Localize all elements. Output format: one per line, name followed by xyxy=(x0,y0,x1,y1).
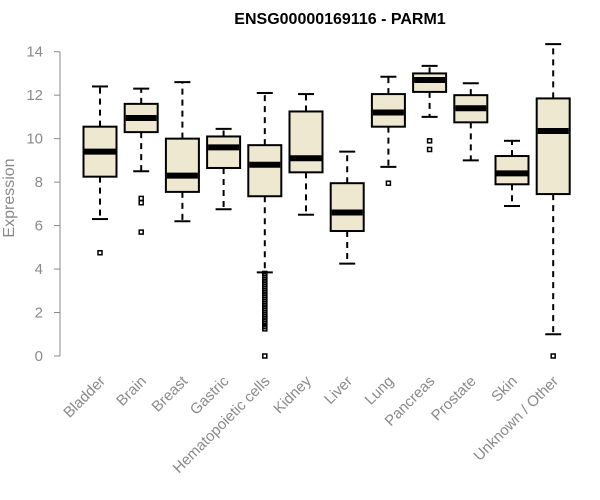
outlier-point xyxy=(97,250,103,256)
box-group xyxy=(453,82,489,162)
y-tick-label: 0 xyxy=(35,348,43,365)
box-group xyxy=(412,64,448,153)
box-group xyxy=(123,87,159,235)
outlier-point xyxy=(385,180,392,186)
box-group xyxy=(206,127,242,211)
box-group xyxy=(164,81,200,223)
outlier-point xyxy=(138,200,144,206)
x-tick-label: Liver xyxy=(321,373,356,408)
iqr-box xyxy=(288,110,324,174)
iqr-box xyxy=(247,144,283,198)
x-tick-label: Breast xyxy=(149,372,192,415)
iqr-box xyxy=(206,135,242,169)
box-group xyxy=(288,93,324,216)
y-tick-label: 2 xyxy=(35,305,43,322)
y-tick-label: 10 xyxy=(26,131,43,148)
outlier-point xyxy=(138,229,144,235)
outlier-point xyxy=(426,138,433,144)
outlier-point xyxy=(426,146,433,153)
outlier-point xyxy=(262,353,268,359)
x-tick-label: Lung xyxy=(362,373,398,409)
iqr-box xyxy=(535,97,571,196)
x-tick-label: Prostate xyxy=(428,373,480,425)
iqr-box xyxy=(164,137,200,193)
iqr-box xyxy=(329,182,365,233)
box-group xyxy=(82,85,118,256)
outlier-point xyxy=(262,326,268,332)
x-tick-label: Brain xyxy=(113,373,150,410)
box-group xyxy=(370,75,406,186)
box-group xyxy=(535,43,571,359)
iqr-box xyxy=(494,155,530,186)
y-tick-label: 6 xyxy=(35,218,43,235)
x-tick-label: Bladder xyxy=(60,373,109,422)
x-tick-label: Skin xyxy=(488,373,521,406)
outlier-point xyxy=(138,195,144,202)
box-group xyxy=(247,91,283,359)
chart-title: ENSG00000169116 - PARM1 xyxy=(234,11,445,28)
y-tick-label: 8 xyxy=(35,174,43,191)
y-tick-label: 4 xyxy=(35,261,43,278)
y-tick-label: 14 xyxy=(26,44,43,61)
box-group xyxy=(494,139,530,208)
outlier-point xyxy=(550,353,556,359)
y-axis-label: Expression xyxy=(1,158,18,237)
box-series xyxy=(82,43,571,359)
box-group xyxy=(329,150,365,265)
x-tick-label: Kidney xyxy=(270,372,315,417)
y-axis: 0 2 4 6 8 10 12 14 xyxy=(26,44,61,365)
y-tick-label: 12 xyxy=(26,87,43,104)
